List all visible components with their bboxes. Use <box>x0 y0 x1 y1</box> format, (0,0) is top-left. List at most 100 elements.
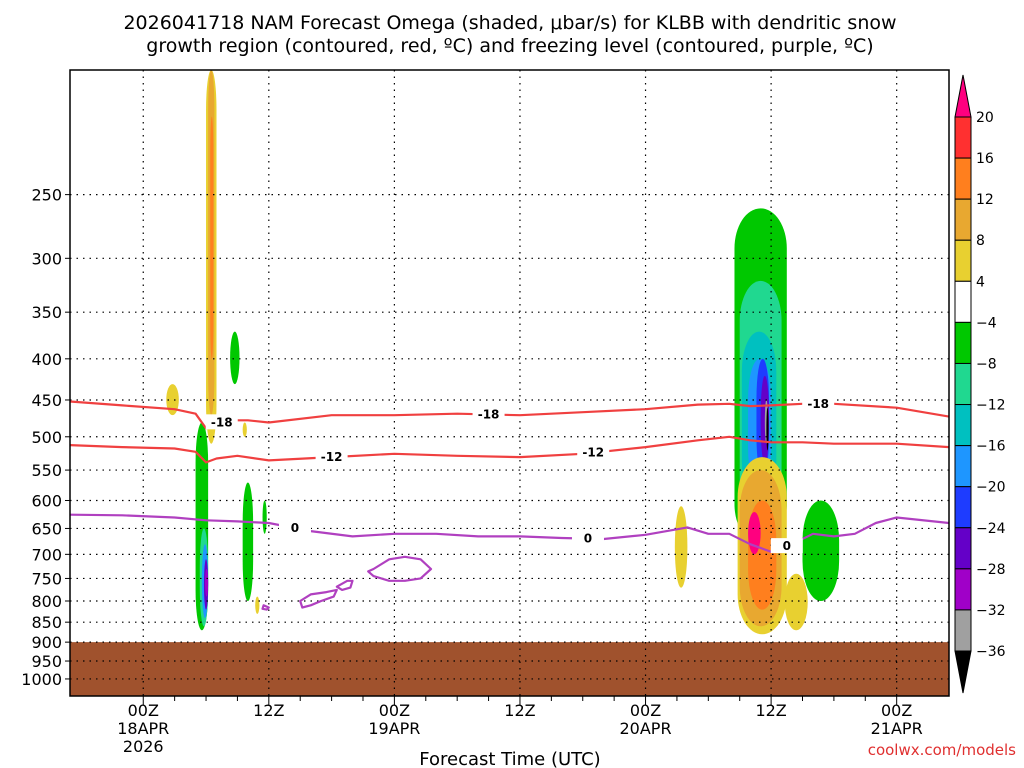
omega-cell-9 <box>230 331 240 385</box>
y-tick-label-1000: 1000 <box>21 670 62 689</box>
contour-label--18-1: -18 <box>478 407 500 421</box>
contour-line--12 <box>70 435 949 464</box>
colorbar-segment-0 <box>954 116 972 159</box>
omega-shading <box>166 70 840 635</box>
colorbar-label-2: 12 <box>976 192 994 208</box>
colorbar-label-10: −24 <box>976 521 1006 537</box>
colorbar-segment-4 <box>954 280 972 323</box>
closed-contour-3 <box>261 604 270 611</box>
colorbar-segment-2 <box>954 198 972 241</box>
chart-title-line-1: 2026041718 NAM Forecast Omega (shaded, μ… <box>123 12 896 34</box>
colorbar-label-13: −36 <box>976 644 1006 660</box>
contour-label-bg--12-0 <box>315 449 348 465</box>
omega-cell-22 <box>766 407 769 451</box>
closed-contour-0 <box>367 555 433 582</box>
omega-cell-4 <box>204 569 209 597</box>
colorbar-label-3: 8 <box>976 233 985 249</box>
colorbar-bottom-arrow <box>954 650 972 694</box>
omega-cell-10 <box>242 482 254 601</box>
y-tick-label-300: 300 <box>31 249 62 268</box>
x-tick-label-0-1: 18APR <box>117 719 169 738</box>
y-tick-label-600: 600 <box>31 491 62 510</box>
chart-title-line-2: growth region (contoured, red, ºC) and f… <box>146 35 873 57</box>
omega-cell-7 <box>210 116 214 359</box>
contour-label-0-1: 0 <box>584 532 592 546</box>
omega-cell-8 <box>166 384 179 416</box>
x-tick-label-48-1: 20APR <box>619 719 671 738</box>
contour-label-bg-0-0 <box>278 520 311 536</box>
contour-label-bg--18-0 <box>205 414 238 430</box>
y-tick-label-350: 350 <box>31 303 62 322</box>
y-tick-label-250: 250 <box>31 186 62 205</box>
y-axis-ticks: 2503003504004505005506006507007508008509… <box>21 186 70 689</box>
omega-cell-13 <box>242 422 247 437</box>
colorbar-segment-11 <box>954 568 972 611</box>
y-tick-label-450: 450 <box>31 391 62 410</box>
y-tick-label-500: 500 <box>31 428 62 447</box>
colorbar-segment-8 <box>954 445 972 488</box>
colorbar-label-0: 20 <box>976 110 994 126</box>
contour-label-bg--18-2 <box>802 395 835 411</box>
colorbar-segment-3 <box>954 239 972 282</box>
colorbar-label-7: −12 <box>976 398 1006 414</box>
x-tick-label-72-1: 21APR <box>871 719 923 738</box>
x-axis-label: Forecast Time (UTC) <box>419 749 600 768</box>
contour-label--12-1: -12 <box>582 446 604 460</box>
contour-label--12-0: -12 <box>321 450 343 464</box>
credit-text: coolwx.com/models <box>868 741 1016 759</box>
x-tick-label-60-0: 12Z <box>755 701 786 720</box>
colorbar-label-12: −32 <box>976 603 1006 619</box>
x-tick-label-12-0: 12Z <box>253 701 284 720</box>
plot-frame <box>69 69 950 697</box>
plot-area: -18 -18 -18 -12 -12 0 0 0 <box>70 70 949 696</box>
x-tick-label-0-0: 00Z <box>128 701 159 720</box>
contour-label-bg--18-1 <box>472 406 505 422</box>
y-tick-label-700: 700 <box>31 545 62 564</box>
y-tick-label-850: 850 <box>31 613 62 632</box>
colorbar-segment-7 <box>954 404 972 447</box>
contour-label--18-0: -18 <box>211 415 233 429</box>
x-tick-label-24-1: 19APR <box>368 719 420 738</box>
x-tick-label-72-0: 00Z <box>881 701 912 720</box>
omega-cell-23 <box>802 500 840 601</box>
colorbar-segment-9 <box>954 486 972 529</box>
colorbar-label-11: −28 <box>976 562 1006 578</box>
x-tick-label-0-2: 2026 <box>123 737 164 756</box>
contour-label-0-0: 0 <box>291 521 299 535</box>
x-tick-label-48-0: 00Z <box>630 701 661 720</box>
contour-label-0-2: 0 <box>783 539 791 553</box>
contour-label--18-2: -18 <box>807 397 829 411</box>
colorbar-top-arrow <box>954 74 972 118</box>
colorbar-segment-12 <box>954 609 972 652</box>
contours: -18 -18 -18 -12 -12 0 0 0 <box>70 395 949 611</box>
omega-cell-11 <box>262 500 267 534</box>
x-tick-label-24-0: 00Z <box>379 701 410 720</box>
closed-contour-1 <box>299 588 338 609</box>
x-tick-label-36-0: 12Z <box>504 701 535 720</box>
y-tick-label-950: 950 <box>31 652 62 671</box>
gridlines <box>70 70 949 696</box>
omega-cell-28 <box>784 573 808 631</box>
colorbar-segment-6 <box>954 362 972 406</box>
omega-cell-12 <box>255 596 260 614</box>
colorbar-segment-1 <box>954 157 972 200</box>
colorbar-label-5: −4 <box>976 315 997 331</box>
y-tick-label-550: 550 <box>31 461 62 480</box>
colorbar-segment-5 <box>954 321 972 364</box>
colorbar-label-1: 16 <box>976 151 994 167</box>
contour-label-bg--12-1 <box>577 444 610 460</box>
contour-label-bg-0-2 <box>770 538 803 554</box>
y-tick-label-750: 750 <box>31 569 62 588</box>
y-tick-label-900: 900 <box>31 633 62 652</box>
surface-terrain <box>70 642 949 696</box>
colorbar-label-9: −20 <box>976 480 1006 496</box>
colorbar: 20 16 12 8 4 −4 −8 −12 −16 −20 −24 −28 −32 −36 <box>954 74 1006 694</box>
closed-contour-2 <box>335 579 354 592</box>
contour-label-bg-0-1 <box>571 530 604 546</box>
colorbar-label-6: −8 <box>976 356 997 372</box>
omega-cell-14 <box>674 506 688 588</box>
y-tick-label-800: 800 <box>31 592 62 611</box>
y-tick-label-650: 650 <box>31 519 62 538</box>
